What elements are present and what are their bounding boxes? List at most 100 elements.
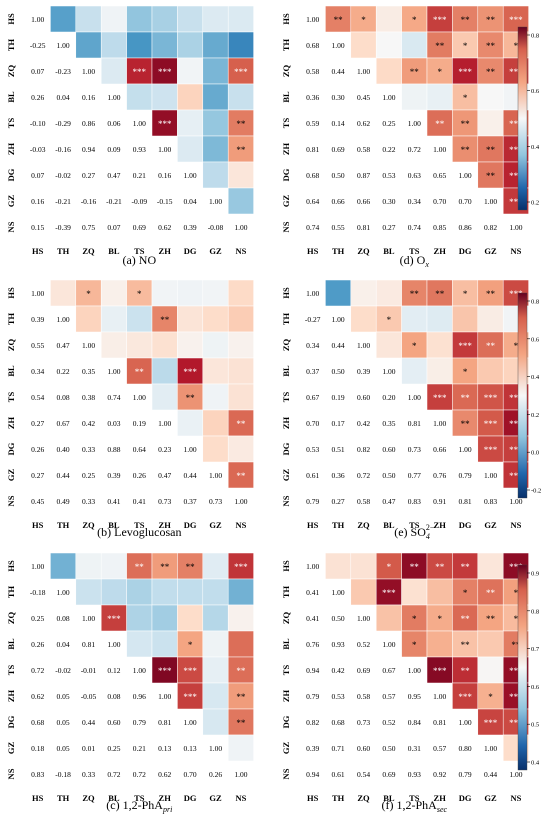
cell-value-5-4: 0.72 — [408, 145, 421, 154]
cell-5-5 — [152, 410, 178, 436]
cell-3-1 — [325, 84, 351, 110]
color-cell-1-5 — [426, 305, 453, 333]
significance-mark-4-6: ** — [461, 393, 471, 403]
cell-2-1 — [50, 58, 76, 84]
cell-value-1-1: 1.00 — [332, 41, 345, 50]
significance-mark-4-6: ** — [186, 393, 196, 403]
color-cell-0-3 — [375, 5, 402, 33]
color-cell-6-7 — [202, 161, 229, 189]
y-tick-label: HS — [281, 560, 291, 572]
cell-value-8-0: 0.15 — [31, 223, 44, 232]
cell-value-8-7: 0.73 — [209, 497, 222, 506]
cell-1-1 — [325, 306, 351, 332]
cell-value-8-7: 0.83 — [484, 497, 497, 506]
cell-4-1 — [50, 110, 76, 136]
cell-value-7-0: 0.61 — [306, 471, 319, 480]
cell-value-7-6: 0.13 — [184, 744, 197, 753]
cell-8-5 — [152, 488, 178, 514]
cell-value-6-5: 0.81 — [158, 718, 171, 727]
cell-value-3-3: 1.00 — [382, 93, 395, 102]
color-cell-7-8 — [227, 734, 254, 762]
cell-value-4-3: 0.12 — [107, 666, 120, 675]
color-cell-0-8 — [227, 5, 254, 33]
color-cell-2-3 — [100, 57, 127, 85]
color-cell-5-7 — [477, 409, 504, 437]
cell-7-7 — [477, 735, 504, 761]
color-cell-0-3 — [100, 5, 127, 33]
color-cell-2-6 — [177, 57, 204, 85]
cell-2-0 — [300, 332, 326, 358]
cell-value-8-8: 1.00 — [234, 770, 247, 779]
x-tick-label: ZQ — [357, 246, 370, 256]
cell-value-3-2: 0.81 — [82, 640, 95, 649]
cell-value-8-5: 0.91 — [433, 497, 446, 506]
y-tick-label: ZH — [6, 416, 16, 429]
y-tick-label: HS — [6, 560, 16, 572]
x-tick-label: GZ — [484, 246, 497, 256]
cell-value-8-3: 0.41 — [107, 497, 120, 506]
color-cell-1-5 — [151, 31, 178, 59]
cell-value-5-1: 0.67 — [57, 419, 70, 428]
significance-mark-7-8: *** — [509, 197, 523, 207]
cell-6-6 — [177, 162, 203, 188]
color-cell-1-4 — [126, 305, 153, 333]
cell-value-6-5: 0.66 — [433, 445, 446, 454]
cell-value-5-2: 0.42 — [82, 419, 95, 428]
significance-mark-2-5: * — [437, 67, 442, 77]
cell-2-2 — [75, 58, 102, 84]
color-cell-3-6 — [452, 83, 479, 111]
cell-7-1 — [50, 188, 76, 214]
cell-value-4-4: 1.00 — [408, 119, 421, 128]
significance-mark-3-6: * — [463, 367, 468, 377]
cell-value-8-5: 0.62 — [158, 770, 171, 779]
cell-0-0 — [300, 553, 326, 579]
cell-value-2-2: 1.00 — [357, 341, 370, 350]
y-tick-label: ZH — [281, 142, 291, 155]
heatmap-panel-5: 1.00 0.41 1.00 0.41 0.50 1.00 0.76 0.93 0.52 1.00… — [281, 552, 529, 814]
cell-value-7-4: 0.77 — [408, 471, 421, 480]
cell-5-2 — [350, 136, 377, 162]
significance-mark-1-5: ** — [435, 41, 445, 51]
cell-7-4 — [401, 188, 427, 214]
cell-value-7-2: 0.72 — [357, 471, 370, 480]
y-tick-label: BL — [281, 365, 291, 377]
cell-8-4 — [401, 488, 427, 514]
color-cell-3-5 — [426, 630, 453, 658]
cell-8-0 — [25, 214, 51, 240]
cell-value-8-3: 0.47 — [382, 497, 395, 506]
x-tick-label: ZQ — [82, 793, 95, 803]
significance-mark-6-7: ** — [486, 171, 496, 181]
cell-1-0 — [25, 579, 51, 605]
color-cell-0-2 — [350, 279, 377, 307]
cell-0-0 — [25, 553, 51, 579]
cell-3-2 — [350, 84, 377, 110]
cell-value-1-1: 1.00 — [57, 315, 70, 324]
cell-5-2 — [75, 136, 102, 162]
y-tick-label: HS — [6, 287, 16, 299]
cell-value-7-2: 0.66 — [357, 197, 370, 206]
x-tick-label: ZH — [159, 793, 172, 803]
x-tick-label: HS — [307, 520, 319, 530]
cell-8-1 — [50, 488, 76, 514]
cell-value-8-6: 0.39 — [184, 223, 197, 232]
cell-8-4 — [126, 488, 152, 514]
colorbar-2: 0.9 0.8 0.7 0.6 0.5 0.4 — [517, 564, 540, 771]
cell-7-4 — [401, 462, 427, 488]
y-tick-label: TH — [281, 585, 291, 598]
cell-value-8-4: 0.72 — [133, 770, 146, 779]
color-cell-1-4 — [126, 578, 153, 606]
cell-5-4 — [126, 683, 152, 709]
cell-7-6 — [177, 735, 203, 761]
color-cell-1-8 — [227, 578, 254, 606]
color-cell-0-4 — [126, 5, 153, 33]
colorbar-tick-label: 0.6 — [531, 336, 540, 343]
significance-mark-5-8: *** — [509, 145, 523, 155]
cell-value-6-3: 0.88 — [107, 445, 120, 454]
cell-value-7-7: 1.00 — [484, 471, 497, 480]
cell-4-1 — [325, 384, 351, 410]
y-tick-label: HS — [281, 287, 291, 299]
color-cell-3-4 — [401, 630, 428, 658]
y-tick-label: ZH — [281, 416, 291, 429]
significance-mark-6-8: *** — [509, 445, 523, 455]
y-tick-label: TS — [281, 392, 291, 403]
